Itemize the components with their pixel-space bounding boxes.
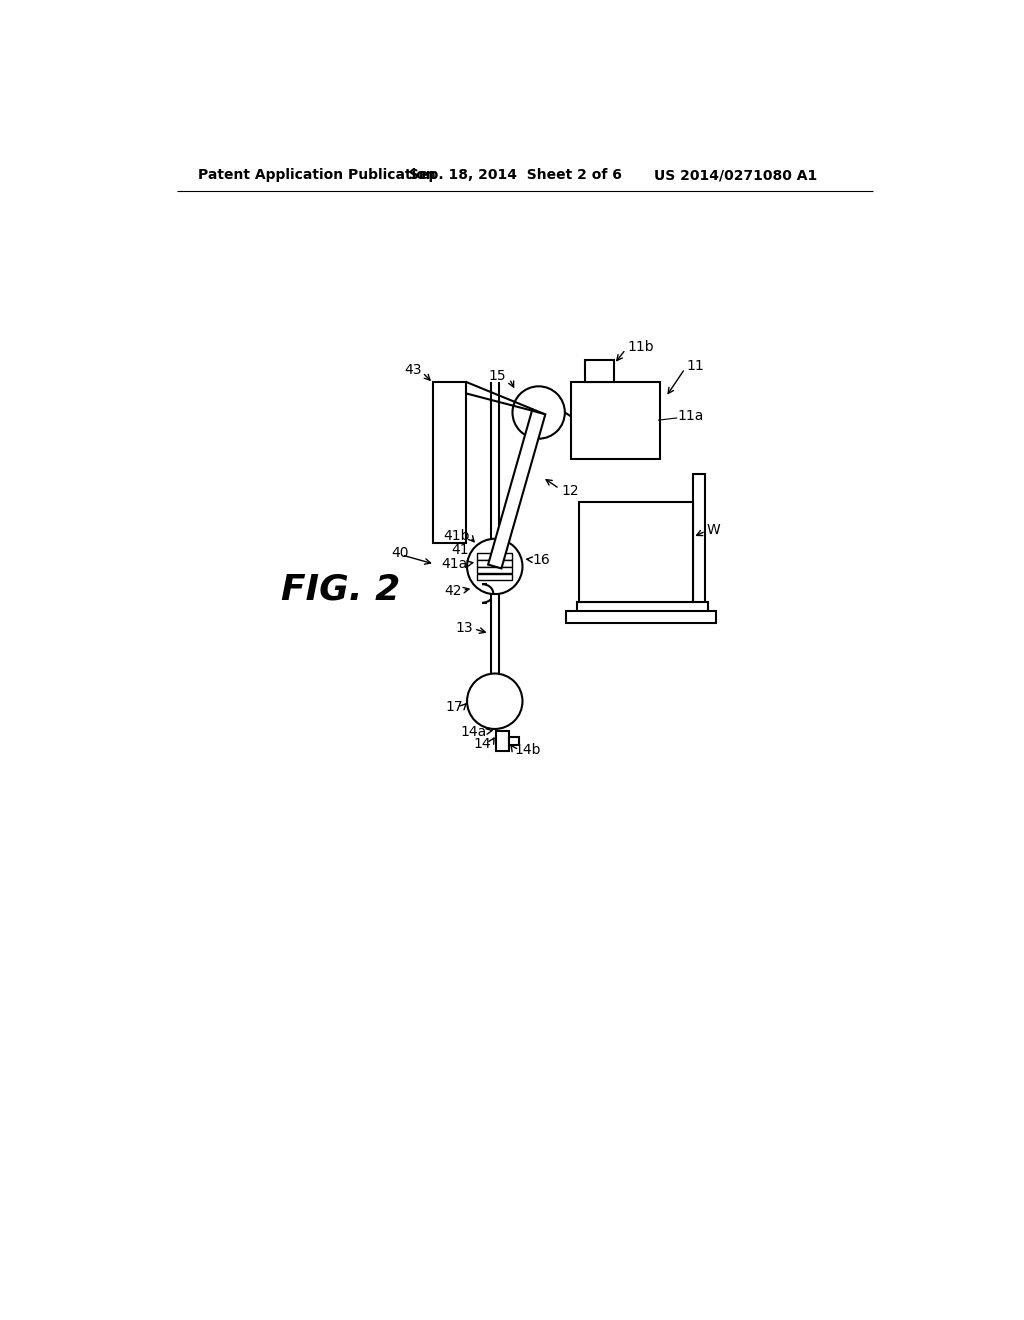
Bar xyxy=(585,360,614,381)
Text: 13: 13 xyxy=(456,622,473,635)
Text: 16: 16 xyxy=(532,553,550,568)
Bar xyxy=(565,611,716,623)
Text: 14a: 14a xyxy=(461,725,487,739)
Bar xyxy=(692,474,705,605)
Bar xyxy=(509,738,519,744)
Polygon shape xyxy=(488,411,546,569)
Text: 15: 15 xyxy=(488,368,506,383)
Circle shape xyxy=(467,673,522,729)
Text: 40: 40 xyxy=(391,545,409,560)
Text: 14: 14 xyxy=(473,737,490,751)
Bar xyxy=(579,502,692,602)
Bar xyxy=(490,594,499,673)
Text: 14b: 14b xyxy=(514,743,541,756)
Text: 42: 42 xyxy=(444,585,462,598)
Text: 17: 17 xyxy=(445,700,463,714)
Text: Sep. 18, 2014  Sheet 2 of 6: Sep. 18, 2014 Sheet 2 of 6 xyxy=(410,169,623,182)
Text: 41a: 41a xyxy=(441,557,468,572)
Bar xyxy=(571,381,659,459)
Bar xyxy=(433,381,466,544)
Text: 12: 12 xyxy=(562,484,580,498)
Text: 43: 43 xyxy=(404,363,422,378)
Text: Patent Application Publication: Patent Application Publication xyxy=(199,169,436,182)
Text: 41b: 41b xyxy=(442,529,469,543)
Bar xyxy=(477,560,512,566)
Text: FIG. 2: FIG. 2 xyxy=(281,573,400,607)
Bar xyxy=(578,602,708,612)
Text: 11: 11 xyxy=(686,359,705,374)
Text: US 2014/0271080 A1: US 2014/0271080 A1 xyxy=(654,169,817,182)
Bar xyxy=(477,574,512,581)
Circle shape xyxy=(467,539,522,594)
Bar xyxy=(477,568,512,573)
Bar xyxy=(497,730,509,751)
Text: 11a: 11a xyxy=(677,409,703,424)
Bar xyxy=(477,553,512,560)
Circle shape xyxy=(512,387,565,438)
Text: 11b: 11b xyxy=(628,341,654,354)
Text: W: W xyxy=(707,523,720,536)
Text: 41: 41 xyxy=(452,543,469,557)
